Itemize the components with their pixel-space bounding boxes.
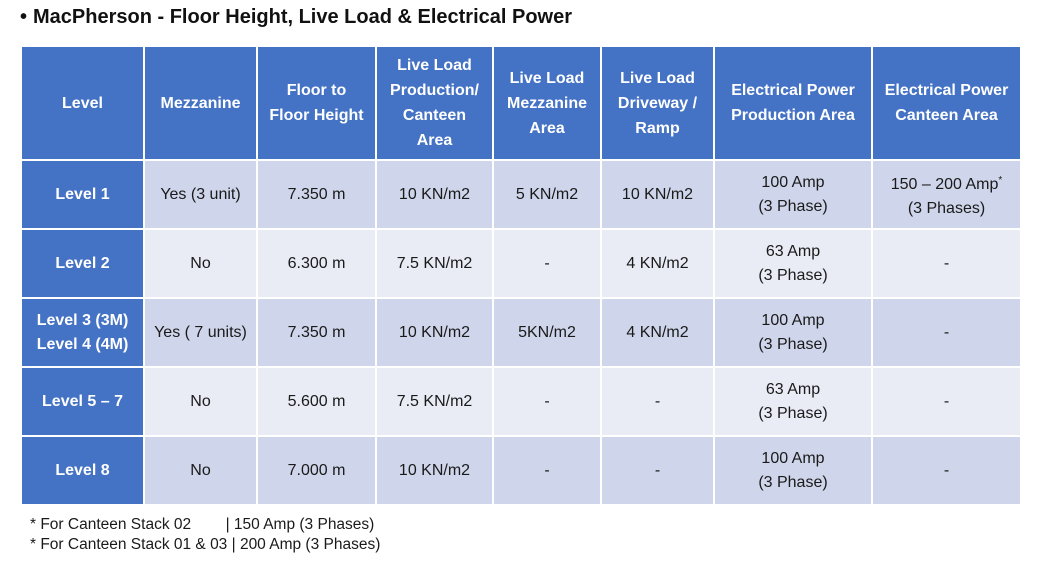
row-power-canteen: - — [871, 366, 1022, 437]
row-live-load-driveway: 10 KN/m2 — [600, 159, 715, 230]
table-header-row: Level Mezzanine Floor to Floor Height Li… — [20, 45, 1022, 161]
row-power-canteen: - — [871, 435, 1022, 506]
row-power-production: 100 Amp (3 Phase) — [713, 297, 873, 368]
header-live-load-mezzanine: Live Load Mezzanine Area — [492, 45, 602, 161]
table-row: Level 5 – 7 No 5.600 m 7.5 KN/m2 - - 63 … — [20, 366, 1022, 437]
header-live-load-driveway: Live Load Driveway / Ramp — [600, 45, 715, 161]
row-live-load-mezzanine: - — [492, 228, 602, 299]
power-canteen-value: 150 – 200 Amp — [890, 175, 999, 193]
row-floor-height: 6.300 m — [256, 228, 377, 299]
row-mezzanine: No — [143, 228, 258, 299]
row-power-production: 100 Amp (3 Phase) — [713, 159, 873, 230]
row-live-load-production: 10 KN/m2 — [375, 159, 494, 230]
row-live-load-driveway: 4 KN/m2 — [600, 228, 715, 299]
header-level: Level — [20, 45, 145, 161]
header-power-canteen: Electrical Power Canteen Area — [871, 45, 1022, 161]
row-level: Level 1 — [20, 159, 145, 230]
row-floor-height: 7.000 m — [256, 435, 377, 506]
row-mezzanine: No — [143, 366, 258, 437]
row-live-load-production: 10 KN/m2 — [375, 297, 494, 368]
row-level: Level 3 (3M) Level 4 (4M) — [20, 297, 145, 368]
row-mezzanine: Yes (3 unit) — [143, 159, 258, 230]
row-live-load-driveway: - — [600, 435, 715, 506]
title-bullet: • — [20, 6, 28, 28]
row-mezzanine: No — [143, 435, 258, 506]
row-power-canteen: - — [871, 297, 1022, 368]
row-floor-height: 7.350 m — [256, 159, 377, 230]
row-power-canteen: - — [871, 228, 1022, 299]
header-live-load-production: Live Load Production/ Canteen Area — [375, 45, 494, 161]
table-row: Level 1 Yes (3 unit) 7.350 m 10 KN/m2 5 … — [20, 159, 1022, 230]
footnote-stack-02: * For Canteen Stack 02 | 150 Amp (3 Phas… — [30, 516, 375, 533]
row-live-load-production: 10 KN/m2 — [375, 435, 494, 506]
row-mezzanine: Yes ( 7 units) — [143, 297, 258, 368]
header-mezzanine: Mezzanine — [143, 45, 258, 161]
row-live-load-production: 7.5 KN/m2 — [375, 228, 494, 299]
row-live-load-driveway: - — [600, 366, 715, 437]
row-floor-height: 5.600 m — [256, 366, 377, 437]
header-power-production: Electrical Power Production Area — [713, 45, 873, 161]
table-row: Level 2 No 6.300 m 7.5 KN/m2 - 4 KN/m2 6… — [20, 228, 1022, 299]
row-power-production: 100 Amp (3 Phase) — [713, 435, 873, 506]
row-live-load-mezzanine: 5 KN/m2 — [492, 159, 602, 230]
row-level: Level 2 — [20, 228, 145, 299]
header-floor-height: Floor to Floor Height — [256, 45, 377, 161]
row-live-load-mezzanine: - — [492, 435, 602, 506]
row-power-canteen: 150 – 200 Amp* (3 Phases) — [871, 159, 1022, 230]
specs-table: Level Mezzanine Floor to Floor Height Li… — [20, 45, 1022, 506]
row-level: Level 8 — [20, 435, 145, 506]
page-title: • MacPherson - Floor Height, Live Load & … — [20, 6, 572, 29]
power-canteen-phase: (3 Phases) — [907, 199, 986, 217]
row-live-load-mezzanine: 5KN/m2 — [492, 297, 602, 368]
row-level: Level 5 – 7 — [20, 366, 145, 437]
table-row: Level 8 No 7.000 m 10 KN/m2 - - 100 Amp … — [20, 435, 1022, 506]
row-power-production: 63 Amp (3 Phase) — [713, 228, 873, 299]
table-row: Level 3 (3M) Level 4 (4M) Yes ( 7 units)… — [20, 297, 1022, 368]
footnote-stack-01-03: * For Canteen Stack 01 & 03 | 200 Amp (3… — [30, 536, 381, 553]
title-text: MacPherson - Floor Height, Live Load & E… — [33, 6, 573, 28]
row-live-load-mezzanine: - — [492, 366, 602, 437]
row-power-production: 63 Amp (3 Phase) — [713, 366, 873, 437]
footnote-marker: * — [998, 174, 1003, 186]
row-live-load-driveway: 4 KN/m2 — [600, 297, 715, 368]
row-live-load-production: 7.5 KN/m2 — [375, 366, 494, 437]
row-floor-height: 7.350 m — [256, 297, 377, 368]
